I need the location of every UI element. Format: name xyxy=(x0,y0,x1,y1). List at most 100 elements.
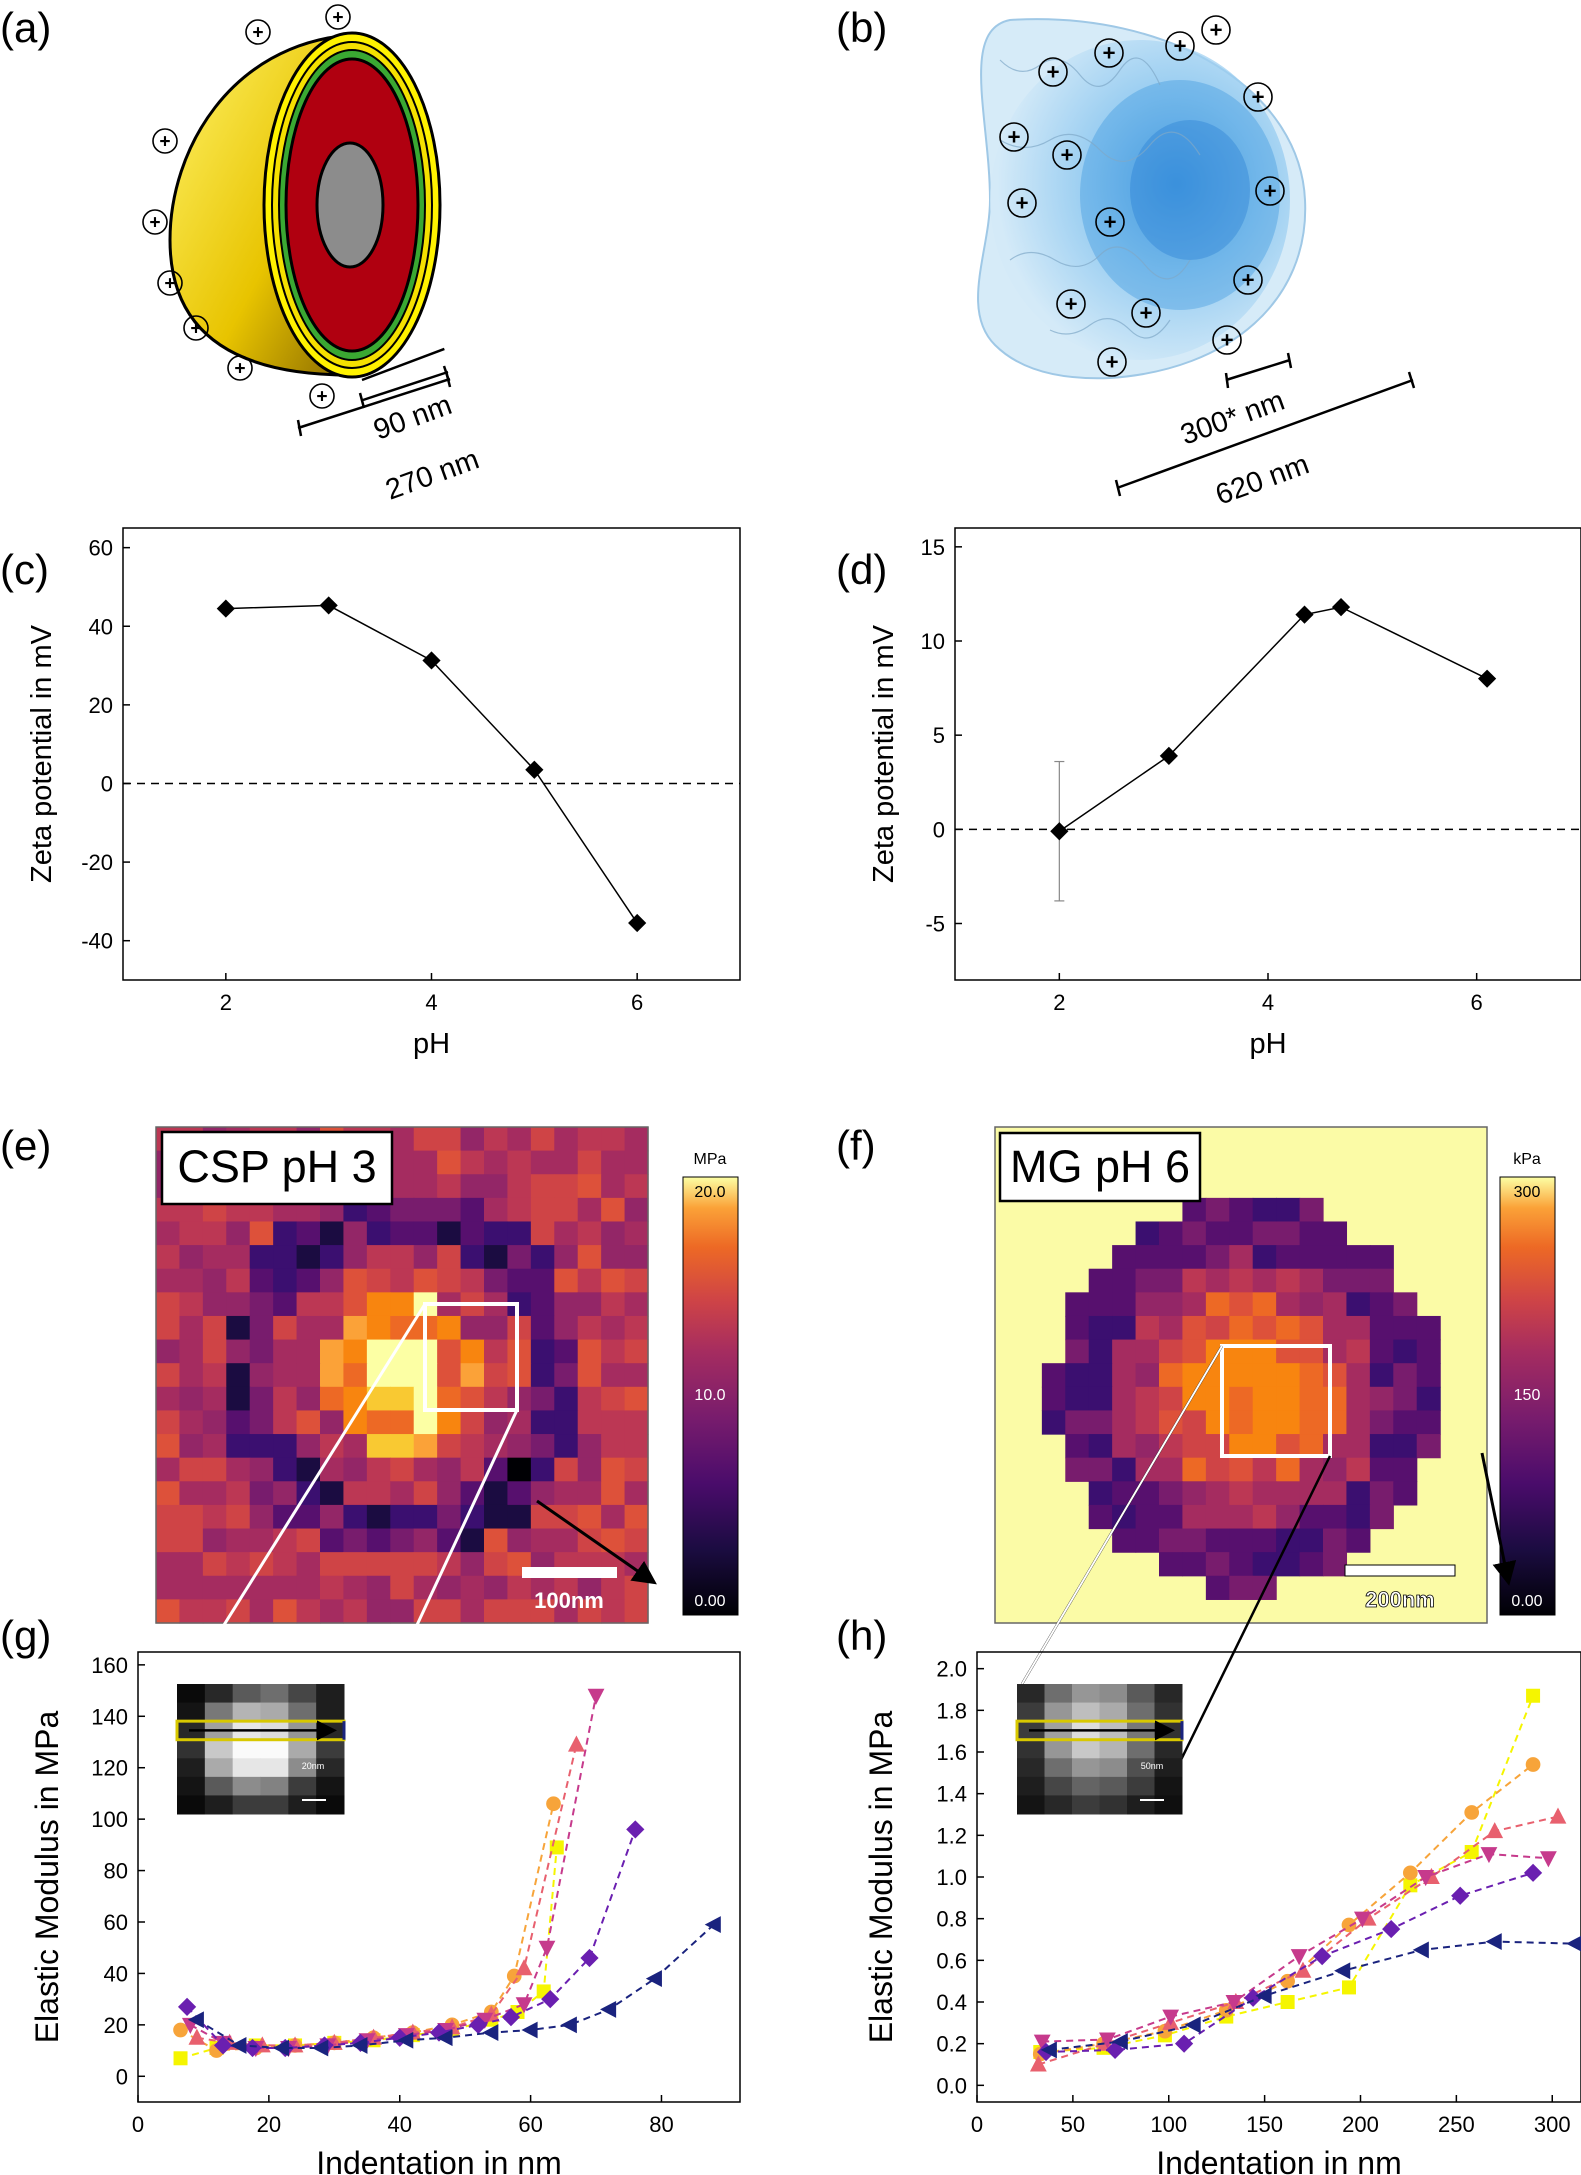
heatmap-cell xyxy=(1112,1268,1137,1293)
heatmap-cell xyxy=(601,1127,626,1152)
heatmap-cell xyxy=(390,1245,415,1270)
heatmap-cell xyxy=(202,1552,227,1577)
heatmap-cell xyxy=(156,1268,181,1293)
inset-cell xyxy=(1044,1758,1073,1778)
heatmap-cell xyxy=(366,1481,391,1506)
charge-circle xyxy=(157,270,183,296)
heatmap-cell xyxy=(273,1221,298,1246)
inset-cell xyxy=(260,1739,289,1759)
heatmap-cell xyxy=(1252,1386,1277,1412)
data-point xyxy=(1464,1845,1479,1859)
inset-cell xyxy=(1072,1684,1100,1704)
charge-circle xyxy=(1052,140,1082,170)
heatmap-cell xyxy=(530,1339,555,1364)
heatmap-cell xyxy=(437,1386,462,1412)
heatmap-cell xyxy=(1369,1481,1394,1506)
heatmap-cell xyxy=(320,1504,345,1530)
heatmap-cell xyxy=(366,1315,391,1341)
heatmap-cell xyxy=(1323,1268,1348,1293)
heatmap-cell xyxy=(601,1197,626,1223)
heatmap-cell xyxy=(437,1268,462,1293)
heatmap-cell xyxy=(601,1434,626,1459)
heatmap-cell xyxy=(507,1599,532,1624)
map-f-cb-max: 300 xyxy=(1514,1184,1541,1201)
heatmap-cell xyxy=(1088,1504,1113,1530)
heatmap-cell xyxy=(624,1457,649,1482)
heatmap-cell xyxy=(226,1315,251,1341)
heatmap-cell xyxy=(179,1504,204,1530)
data-point xyxy=(1313,1947,1332,1966)
heatmap-cell xyxy=(1276,1363,1301,1388)
heatmap-cell xyxy=(624,1268,649,1293)
data-point xyxy=(1525,1757,1541,1772)
heatmap-cell xyxy=(1252,1292,1277,1317)
y-axis-label: Elastic Modulus in MPa xyxy=(29,1711,65,2044)
inset-cell xyxy=(288,1758,317,1778)
map-e-colorbar xyxy=(682,1176,739,1616)
heatmap-cell xyxy=(484,1245,509,1270)
heatmap-cell xyxy=(226,1386,251,1412)
heatmap-cell xyxy=(366,1457,391,1482)
series-line xyxy=(1042,1853,1549,2043)
heatmap-cell xyxy=(577,1150,602,1175)
map-f-cb-min: 0.00 xyxy=(1511,1593,1542,1610)
data-point xyxy=(600,2001,617,2018)
heatmap-cell xyxy=(1393,1457,1418,1482)
data-point xyxy=(1280,1973,1295,1989)
heatmap-cell xyxy=(1393,1386,1418,1412)
heatmap-cell xyxy=(1416,1363,1441,1388)
heatmap-cell xyxy=(1323,1339,1348,1364)
y-tick-label: 5 xyxy=(933,723,945,748)
heatmap-cell xyxy=(601,1386,626,1412)
inset-cell xyxy=(1017,1795,1045,1815)
inset-cell xyxy=(260,1776,289,1796)
heatmap-cell xyxy=(1112,1363,1137,1388)
heatmap-cell xyxy=(530,1292,555,1317)
data-point xyxy=(1280,1995,1295,2009)
heatmap-cell xyxy=(343,1552,368,1577)
heatmap-cell xyxy=(202,1292,227,1317)
charge-circle xyxy=(245,19,271,45)
charge-circle xyxy=(1095,207,1125,237)
heatmap-cell xyxy=(507,1386,532,1412)
heatmap-cell xyxy=(226,1268,251,1293)
heatmap-cell xyxy=(1135,1528,1160,1553)
heatmap-cell xyxy=(156,1386,181,1412)
zoom-line xyxy=(1176,1455,1332,1767)
charge-plus: + xyxy=(1209,18,1222,43)
panel-label-b: (b) xyxy=(836,4,887,51)
inset-cell xyxy=(316,1739,345,1759)
heatmap-cell xyxy=(460,1197,485,1223)
charge-circle xyxy=(1233,265,1263,295)
heatmap-cell xyxy=(1182,1528,1207,1553)
heatmap-cell xyxy=(601,1245,626,1270)
heatmap-cell xyxy=(390,1575,415,1600)
data-point xyxy=(1105,2040,1125,2060)
heatmap-cell xyxy=(1393,1434,1418,1459)
chart-g-modulus-csp: 0 20 40 60 80 0 20 40 60 80 100 120 140 160 Indentatio… xyxy=(29,1651,741,2175)
heatmap-cell xyxy=(179,1245,204,1270)
heatmap-cell xyxy=(1088,1268,1113,1293)
heatmap-cell xyxy=(226,1245,251,1270)
heatmap-cell xyxy=(484,1386,509,1412)
data-point xyxy=(1174,2034,1194,2053)
charge-plus: + xyxy=(159,132,170,153)
panel-label-e: (e) xyxy=(0,1122,51,1169)
heatmap-cell xyxy=(507,1363,532,1388)
data-point xyxy=(1290,1949,1308,1966)
heatmap-cell xyxy=(1276,1268,1301,1293)
heatmap-cell xyxy=(601,1575,626,1600)
heatmap-cell xyxy=(320,1410,345,1435)
panel-label-h: (h) xyxy=(836,1612,887,1659)
heatmap-cell xyxy=(366,1221,391,1246)
heatmap-cell xyxy=(202,1386,227,1412)
heatmap-cell xyxy=(390,1292,415,1317)
heatmap-cell xyxy=(413,1268,438,1293)
heatmap-cell xyxy=(179,1339,204,1364)
heatmap-cell xyxy=(366,1528,391,1553)
heatmap-cell xyxy=(296,1245,321,1270)
heatmap-cell xyxy=(484,1174,509,1199)
heatmap-cell xyxy=(554,1528,579,1553)
heatmap-cell xyxy=(413,1504,438,1530)
scale-label-620nm: 620 nm xyxy=(1211,448,1313,511)
